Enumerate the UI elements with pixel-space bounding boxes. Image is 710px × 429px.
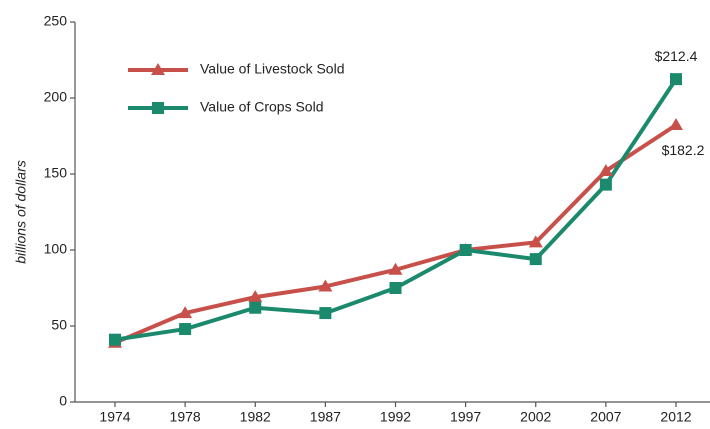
data-point [178,306,193,319]
data-point [670,73,682,86]
y-tick-label: 0 [59,393,67,409]
data-point [318,279,333,292]
series-line [114,78,678,342]
y-axis-label: billions of dollars [13,160,29,264]
data-point [529,253,542,266]
x-tick-label: 1997 [450,409,481,425]
y-tick-label: 100 [44,241,68,257]
data-point [598,163,613,176]
data-label: $212.4 [655,48,698,64]
y-tick-label: 50 [51,317,67,333]
legend-marker [151,63,165,75]
data-point [179,323,192,336]
x-tick-label: 1987 [310,409,341,425]
x-tick-label: 1974 [99,409,130,425]
data-point [388,262,403,275]
y-tick-label: 150 [44,165,68,181]
x-tick-label: 1992 [380,409,411,425]
data-point [389,282,402,294]
x-tick-label: 1982 [240,409,271,425]
data-point [459,244,472,256]
legend-label: Value of Crops Sold [200,99,323,115]
legend-label: Value of Livestock Sold [200,61,345,77]
y-tick-label: 200 [44,89,68,105]
data-point [599,178,612,191]
data-point [319,307,332,320]
x-tick-label: 2007 [590,409,621,425]
series-line [114,123,678,345]
y-tick-label: 250 [44,13,68,29]
data-point [249,301,262,314]
data-point [669,118,683,131]
x-tick-label: 1978 [170,409,201,425]
x-tick-label: 2002 [520,409,551,425]
legend-marker [152,102,164,114]
data-point [248,290,263,303]
data-label: $182.2 [662,142,705,158]
data-point [528,235,543,248]
data-point [109,333,121,346]
x-tick-label: 2012 [660,409,691,425]
